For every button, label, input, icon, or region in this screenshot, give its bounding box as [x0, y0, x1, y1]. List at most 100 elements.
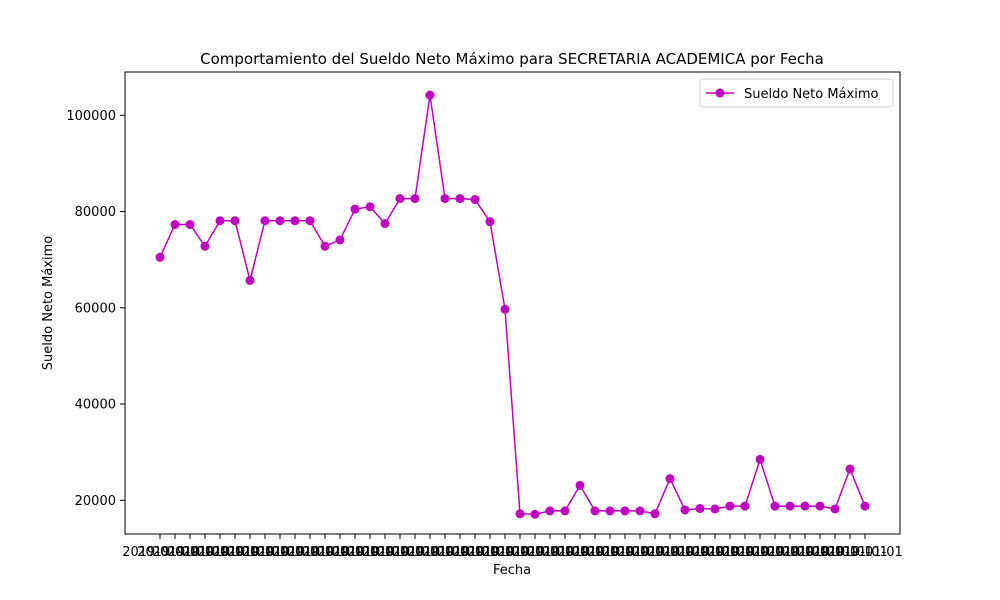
data-point: [185, 220, 195, 230]
data-point: [230, 216, 240, 226]
x-tick-label: 2019-01-01: [647, 545, 723, 560]
chart-title: Comportamiento del Sueldo Neto Máximo pa…: [200, 50, 824, 68]
x-tick-label: 2019-01-01: [782, 545, 858, 560]
data-point: [710, 504, 720, 514]
data-point: [860, 501, 870, 511]
x-tick-label: 2019-01-01: [257, 545, 333, 560]
data-point: [335, 235, 345, 245]
x-tick-label: 2019-01-01: [602, 545, 678, 560]
data-point: [500, 304, 510, 314]
data-point: [785, 501, 795, 511]
data-point: [425, 90, 435, 100]
x-tick-label: 2019-01-01: [197, 545, 273, 560]
x-axis-label: Fecha: [493, 563, 531, 578]
y-tick-label: 80000: [75, 205, 116, 220]
x-tick-label: 2019-01-01: [407, 545, 483, 560]
data-point: [845, 464, 855, 474]
data-point: [215, 216, 225, 226]
data-point: [395, 194, 405, 204]
data-point: [830, 504, 840, 514]
x-tick-label: 2019-01-01: [392, 545, 468, 560]
x-tick-label: 2019-01-01: [152, 545, 228, 560]
data-point: [680, 505, 690, 515]
x-tick-label: 2019-01-01: [572, 545, 648, 560]
data-point: [200, 241, 210, 251]
x-tick-label: 2019-01-01: [347, 545, 423, 560]
x-tick-label: 2019-01-01: [542, 545, 618, 560]
data-point: [590, 506, 600, 516]
x-tick-label: 2019-01-01: [422, 545, 498, 560]
data-point: [455, 194, 465, 204]
x-tick-label: 2019-01-01: [512, 545, 588, 560]
data-point: [320, 241, 330, 251]
x-tick-label: 2019-01-01: [722, 545, 798, 560]
y-axis: 20000 40000 60000 80000 100000: [66, 109, 125, 509]
x-tick-label: 2019-01-01: [617, 545, 693, 560]
x-tick-label: 2019-01-01: [527, 545, 603, 560]
legend-entry: Sueldo Neto Máximo: [744, 87, 878, 102]
data-point: [665, 474, 675, 484]
data-point: [725, 501, 735, 511]
x-tick-label: 2019-01-01: [677, 545, 753, 560]
x-tick-label: 2019-01-01: [767, 545, 843, 560]
x-tick-label: 2019-01-01: [467, 545, 543, 560]
x-tick-label: 2019-01-01: [587, 545, 663, 560]
data-point: [770, 501, 780, 511]
data-point: [410, 194, 420, 204]
x-tick-label: 2019-01-01: [302, 545, 378, 560]
legend-box: [699, 78, 894, 108]
data-point: [605, 506, 615, 516]
data-point: [350, 204, 360, 214]
x-tick-label: 2019-01-01: [317, 545, 393, 560]
data-point: [815, 501, 825, 511]
x-tick-label: 2019-01-01: [692, 545, 768, 560]
legend: Sueldo Neto Máximo: [699, 78, 894, 108]
y-tick-label: 100000: [66, 109, 116, 124]
data-point: [755, 454, 765, 464]
data-point: [575, 480, 585, 490]
data-point: [245, 275, 255, 285]
data-point: [560, 506, 570, 516]
x-tick-label: 2019-01-01: [362, 545, 438, 560]
x-tick-label: 2019-01-01: [182, 545, 258, 560]
x-tick-label: 2019-01-01: [752, 545, 828, 560]
x-tick-label: 2019-01-01: [122, 545, 198, 560]
data-point: [290, 216, 300, 226]
x-tick-label: 2019-01-01: [632, 545, 708, 560]
data-point: [365, 202, 375, 212]
x-tick-label: 2019-01-01: [812, 545, 888, 560]
x-tick-label: 2019-01-01: [212, 545, 288, 560]
x-tick-label: 2019-01-01: [662, 545, 738, 560]
data-point: [515, 509, 525, 519]
data-point: [695, 503, 705, 513]
y-tick-label: 20000: [75, 494, 116, 509]
data-point: [530, 509, 540, 519]
x-tick-label: 2019-01-01: [332, 545, 408, 560]
series-points: [155, 90, 870, 519]
data-point: [275, 216, 285, 226]
x-tick-label: 2019-01-01: [272, 545, 348, 560]
x-tick-label: 2019-01-01: [827, 545, 903, 560]
x-tick-label: 2019-01-01: [137, 545, 213, 560]
x-tick-label: 2019-01-01: [452, 545, 528, 560]
data-point: [380, 219, 390, 229]
series-line-sueldo-neto-maximo: [159, 94, 866, 516]
data-point: [440, 194, 450, 204]
data-point: [545, 506, 555, 516]
data-point: [620, 506, 630, 516]
x-tick-label: 2019-01-01: [557, 545, 633, 560]
x-tick-label: 2019-01-01: [227, 545, 303, 560]
legend-marker: [715, 88, 725, 98]
x-tick-label: 2019-01-01: [737, 545, 813, 560]
x-tick-label: 2019-01-01: [797, 545, 873, 560]
data-point: [740, 501, 750, 511]
y-axis-label: Sueldo Neto Máximo: [41, 236, 56, 370]
data-point: [260, 216, 270, 226]
data-point: [650, 509, 660, 519]
data-point: [170, 220, 180, 230]
x-tick-label: 2019-01-01: [437, 545, 513, 560]
x-tick-label: 2019-01-01: [707, 545, 783, 560]
x-tick-label: 2019-01-01: [497, 545, 573, 560]
y-tick-label: 60000: [75, 301, 116, 316]
